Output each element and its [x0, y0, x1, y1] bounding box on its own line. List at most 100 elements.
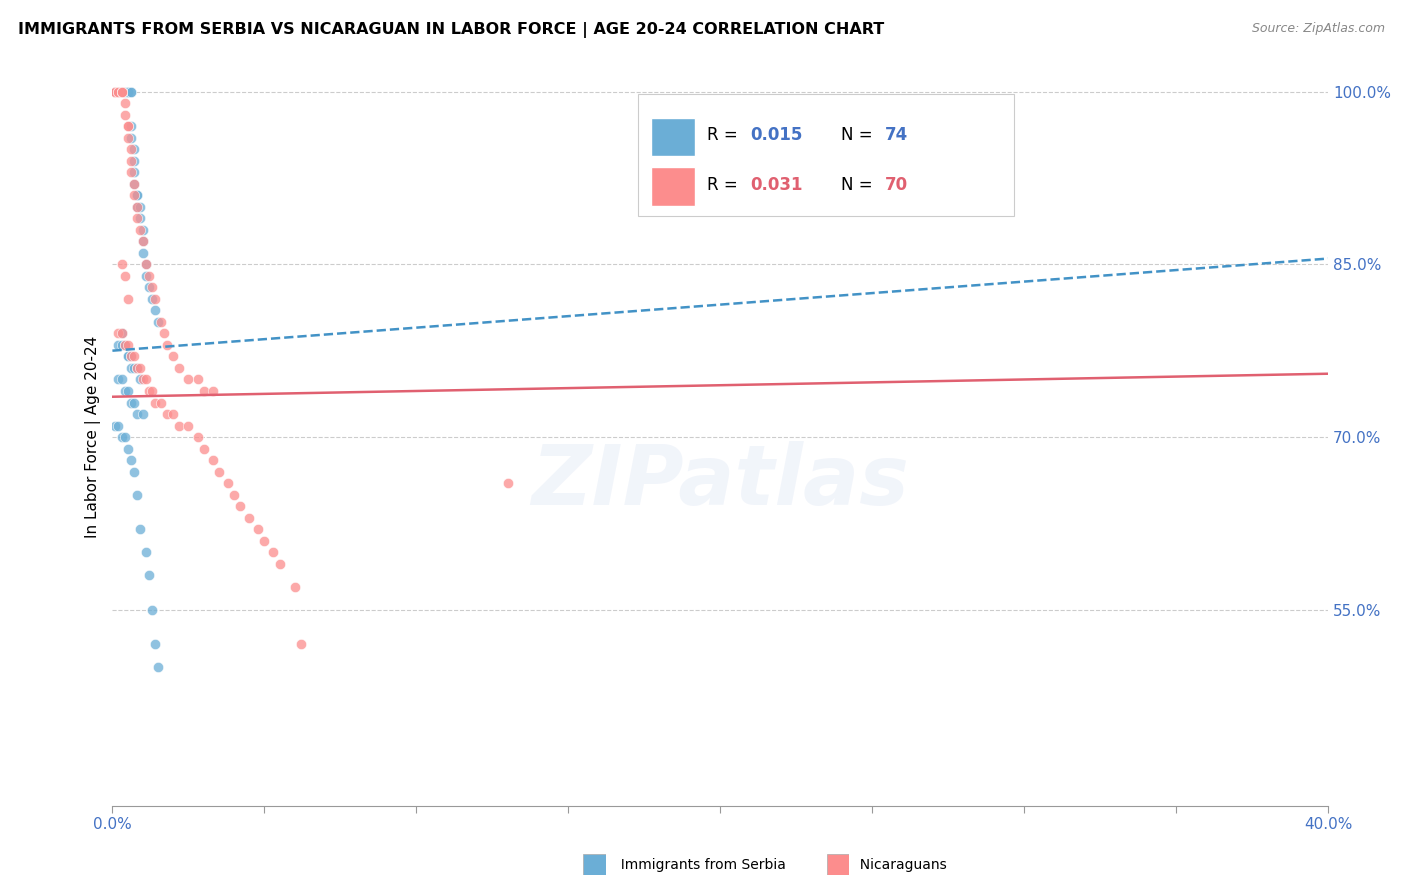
Point	[110, 326, 132, 341]
Point	[193, 384, 215, 398]
Point	[193, 442, 215, 456]
Point	[110, 257, 132, 271]
Point	[132, 223, 155, 237]
Point	[117, 85, 139, 99]
Point	[284, 580, 307, 594]
Text: 0.031: 0.031	[751, 176, 803, 194]
Point	[141, 603, 163, 617]
Point	[122, 177, 145, 191]
Point	[247, 522, 270, 536]
Point	[186, 372, 208, 386]
Text: 0.015: 0.015	[751, 127, 803, 145]
Point	[135, 268, 157, 283]
Point	[120, 85, 142, 99]
Point	[128, 211, 150, 226]
Point	[122, 177, 145, 191]
Point	[117, 85, 139, 99]
Text: 74: 74	[884, 127, 908, 145]
Point	[120, 130, 142, 145]
Point	[138, 280, 160, 294]
Point	[208, 465, 231, 479]
Point	[125, 211, 148, 226]
Text: 70: 70	[884, 176, 907, 194]
Point	[104, 85, 127, 99]
Point	[229, 499, 252, 513]
Point	[110, 85, 132, 99]
Point	[122, 361, 145, 376]
Point	[135, 257, 157, 271]
Point	[122, 350, 145, 364]
Point	[150, 395, 173, 409]
Point	[110, 430, 132, 444]
Point	[110, 326, 132, 341]
Point	[114, 338, 136, 352]
Text: IMMIGRANTS FROM SERBIA VS NICARAGUAN IN LABOR FORCE | AGE 20-24 CORRELATION CHAR: IMMIGRANTS FROM SERBIA VS NICARAGUAN IN …	[18, 22, 884, 38]
Point	[290, 637, 312, 651]
Point	[117, 85, 139, 99]
Point	[143, 303, 166, 318]
Point	[110, 85, 132, 99]
Point	[110, 85, 132, 99]
Point	[132, 407, 155, 421]
Point	[107, 326, 129, 341]
Point	[114, 430, 136, 444]
Point	[110, 85, 132, 99]
Text: Nicaraguans: Nicaraguans	[851, 858, 946, 872]
Point	[125, 188, 148, 202]
Point	[143, 395, 166, 409]
Point	[114, 107, 136, 121]
Point	[117, 130, 139, 145]
Y-axis label: In Labor Force | Age 20-24: In Labor Force | Age 20-24	[86, 336, 101, 538]
Point	[156, 407, 179, 421]
Point	[238, 510, 260, 524]
Point	[153, 326, 176, 341]
Point	[128, 361, 150, 376]
Point	[104, 85, 127, 99]
Point	[122, 153, 145, 168]
Point	[222, 488, 245, 502]
Point	[186, 430, 208, 444]
FancyBboxPatch shape	[651, 168, 695, 206]
Point	[141, 384, 163, 398]
Point	[114, 268, 136, 283]
Point	[120, 119, 142, 133]
Point	[143, 292, 166, 306]
Text: R =: R =	[707, 176, 742, 194]
Point	[132, 234, 155, 248]
Point	[156, 338, 179, 352]
Point	[122, 465, 145, 479]
Point	[110, 372, 132, 386]
Point	[107, 85, 129, 99]
Point	[120, 153, 142, 168]
Point	[122, 395, 145, 409]
Point	[141, 292, 163, 306]
Text: Source: ZipAtlas.com: Source: ZipAtlas.com	[1251, 22, 1385, 36]
Point	[125, 200, 148, 214]
Point	[125, 361, 148, 376]
Point	[146, 660, 169, 674]
Point	[122, 142, 145, 156]
Point	[107, 418, 129, 433]
Point	[177, 372, 200, 386]
Point	[117, 350, 139, 364]
Point	[114, 85, 136, 99]
Point	[114, 85, 136, 99]
Point	[117, 338, 139, 352]
Point	[117, 119, 139, 133]
Point	[269, 557, 291, 571]
Point	[135, 372, 157, 386]
Point	[201, 453, 224, 467]
Point	[107, 85, 129, 99]
Point	[114, 85, 136, 99]
Text: ZIPatlas: ZIPatlas	[531, 441, 910, 522]
Point	[132, 234, 155, 248]
Text: N =: N =	[841, 127, 877, 145]
Point	[143, 637, 166, 651]
Point	[120, 350, 142, 364]
Point	[120, 142, 142, 156]
Point	[169, 361, 191, 376]
Point	[120, 361, 142, 376]
Point	[128, 372, 150, 386]
Point	[120, 350, 142, 364]
Point	[496, 476, 519, 491]
